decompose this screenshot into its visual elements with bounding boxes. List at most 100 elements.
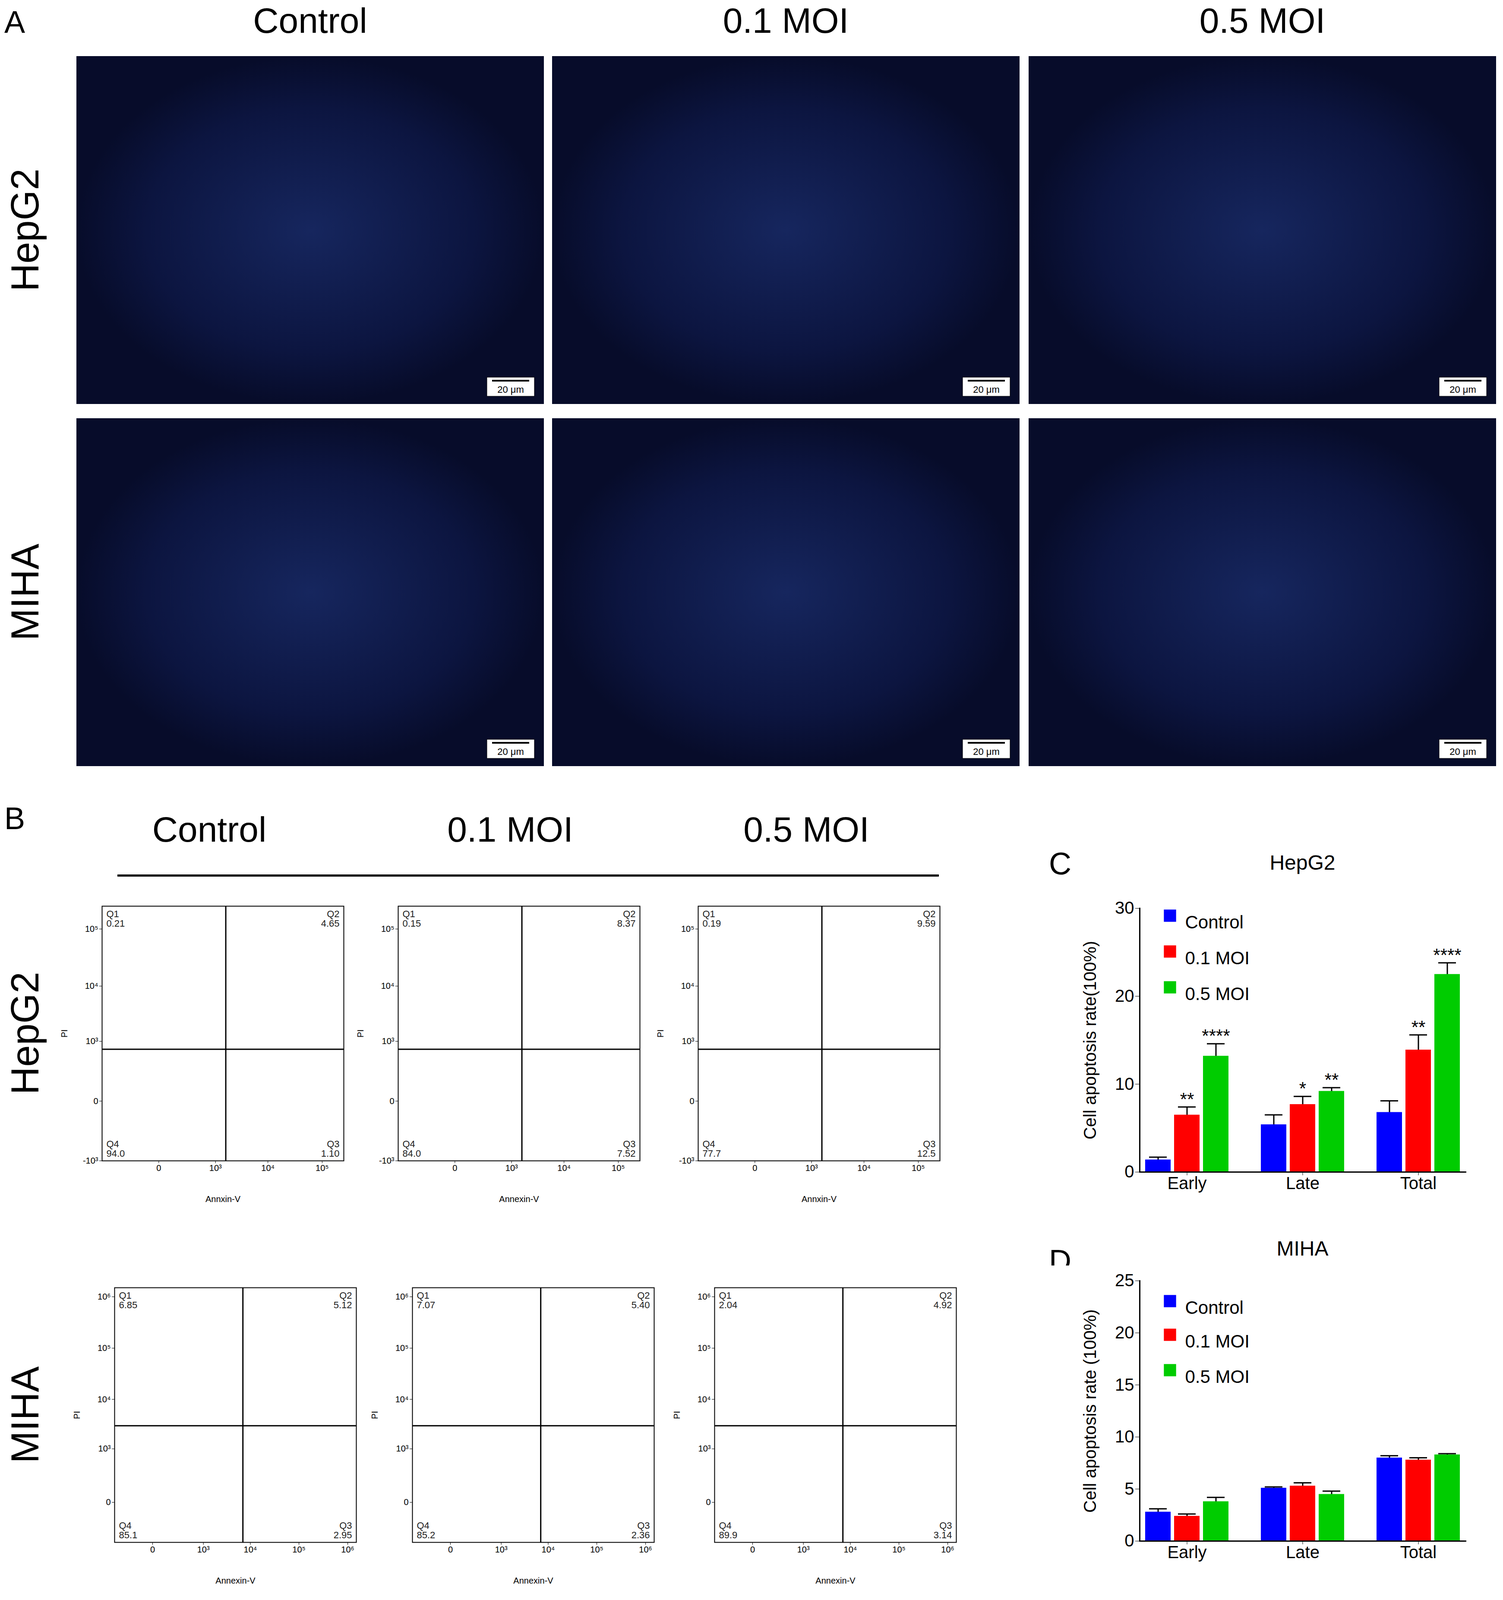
svg-text:0: 0 [689,1096,695,1106]
svg-text:20 μm: 20 μm [1449,746,1477,758]
svg-text:Q32.36: Q32.36 [631,1520,651,1541]
svg-text:Q25.12: Q25.12 [333,1290,353,1311]
svg-text:10³: 10³ [98,1443,111,1454]
svg-text:PI: PI [72,1411,82,1420]
svg-text:10⁵: 10⁵ [911,1163,926,1173]
svg-text:0.1 MOI: 0.1 MOI [1185,947,1250,969]
svg-text:10⁵: 10⁵ [395,1343,409,1353]
svg-text:10⁵: 10⁵ [892,1544,906,1555]
svg-text:0: 0 [156,1163,162,1173]
svg-text:Annexin-V: Annexin-V [513,1575,554,1586]
svg-text:10⁴: 10⁴ [557,1163,571,1173]
svg-text:15: 15 [1114,1375,1135,1395]
svg-text:0: 0 [150,1544,155,1555]
svg-text:10⁵: 10⁵ [97,1343,111,1353]
svg-text:Q37.52: Q37.52 [617,1138,636,1159]
svg-text:10⁶: 10⁶ [341,1544,354,1555]
svg-text:10⁵: 10⁵ [315,1163,329,1173]
svg-text:Q16.85: Q16.85 [119,1290,138,1311]
svg-text:Total: Total [1400,1542,1437,1562]
svg-text:5: 5 [1124,1479,1134,1499]
svg-text:0: 0 [752,1163,758,1173]
svg-text:Annexin-V: Annexin-V [215,1575,256,1586]
svg-text:10⁶: 10⁶ [697,1291,711,1302]
svg-text:10⁴: 10⁴ [85,981,99,991]
svg-text:PI: PI [355,1029,366,1038]
svg-text:Q12.04: Q12.04 [719,1290,738,1311]
svg-text:10⁶: 10⁶ [395,1291,409,1302]
svg-text:10³: 10³ [396,1443,409,1454]
svg-text:0: 0 [1124,1531,1134,1551]
svg-text:Annexin-V: Annexin-V [815,1575,856,1586]
svg-text:10⁵: 10⁵ [611,1163,626,1173]
svg-text:30: 30 [1114,898,1135,918]
svg-text:20: 20 [1114,1323,1135,1342]
svg-text:10³: 10³ [85,1036,99,1046]
svg-text:Early: Early [1167,1542,1207,1562]
svg-text:Q485.2: Q485.2 [416,1520,436,1541]
svg-text:**: ** [1180,1089,1195,1110]
svg-text:****: **** [1433,944,1462,966]
svg-text:0: 0 [705,1497,711,1507]
svg-text:20 μm: 20 μm [972,384,1000,395]
svg-text:0: 0 [452,1163,458,1173]
svg-text:Q17.07: Q17.07 [416,1290,436,1311]
svg-text:20 μm: 20 μm [497,384,525,395]
svg-text:Late: Late [1285,1542,1320,1562]
svg-text:10³: 10³ [495,1544,508,1555]
svg-text:Q24.92: Q24.92 [933,1290,953,1311]
svg-text:10⁴: 10⁴ [843,1544,858,1555]
svg-text:10⁴: 10⁴ [395,1394,409,1405]
svg-text:-10³: -10³ [82,1155,99,1166]
svg-text:Annxin-V: Annxin-V [801,1194,837,1204]
svg-text:Cell apoptosis rate(100%): Cell apoptosis rate(100%) [1080,940,1100,1140]
svg-text:10⁴: 10⁴ [243,1544,258,1555]
svg-text:Q10.19: Q10.19 [702,908,722,929]
svg-text:PI: PI [655,1029,666,1038]
svg-text:Q312.5: Q312.5 [917,1138,936,1159]
svg-text:10⁴: 10⁴ [97,1394,111,1405]
svg-text:**: ** [1324,1069,1339,1090]
svg-text:Q32.95: Q32.95 [333,1520,353,1541]
svg-text:10³: 10³ [698,1443,711,1454]
svg-text:0.5 MOI: 0.5 MOI [1185,983,1250,1005]
svg-text:10⁶: 10⁶ [940,1544,954,1555]
svg-text:0.5 MOI: 0.5 MOI [1185,1366,1250,1387]
svg-text:Q10.21: Q10.21 [106,908,126,929]
svg-text:Late: Late [1285,1173,1320,1193]
svg-text:10³: 10³ [209,1163,222,1173]
svg-text:20 μm: 20 μm [972,746,1000,758]
svg-text:10⁶: 10⁶ [97,1291,111,1302]
svg-text:Q489.9: Q489.9 [719,1520,738,1541]
svg-text:Q484.0: Q484.0 [402,1138,422,1159]
svg-text:*: * [1299,1078,1307,1099]
svg-text:10⁴: 10⁴ [697,1394,711,1405]
svg-text:0.1 MOI: 0.1 MOI [1185,1331,1250,1352]
svg-text:Q28.37: Q28.37 [617,908,636,929]
svg-text:20 μm: 20 μm [497,746,525,758]
svg-text:20: 20 [1114,986,1135,1006]
svg-text:Q24.65: Q24.65 [321,908,340,929]
svg-text:Control: Control [1185,912,1244,933]
svg-text:****: **** [1201,1025,1230,1046]
svg-text:Annxin-V: Annxin-V [205,1194,241,1204]
svg-text:10⁵: 10⁵ [681,924,695,934]
svg-text:10: 10 [1114,1427,1135,1447]
svg-text:0: 0 [105,1497,111,1507]
svg-text:10⁴: 10⁴ [681,981,695,991]
svg-text:Annexin-V: Annexin-V [498,1194,540,1204]
svg-text:PI: PI [369,1411,380,1420]
svg-text:10: 10 [1114,1074,1135,1094]
svg-text:10³: 10³ [797,1544,810,1555]
svg-text:Q33.14: Q33.14 [933,1520,953,1541]
svg-text:Cell apoptosis rate (100%): Cell apoptosis rate (100%) [1080,1309,1100,1513]
svg-text:PI: PI [672,1411,682,1420]
svg-text:0: 0 [389,1096,395,1106]
svg-text:10⁴: 10⁴ [381,981,395,991]
svg-text:10³: 10³ [197,1544,210,1555]
svg-text:0: 0 [448,1544,453,1555]
svg-text:Q494.0: Q494.0 [106,1138,126,1159]
svg-text:Total: Total [1400,1173,1437,1193]
svg-text:10⁴: 10⁴ [261,1163,275,1173]
svg-text:0: 0 [1124,1161,1134,1181]
